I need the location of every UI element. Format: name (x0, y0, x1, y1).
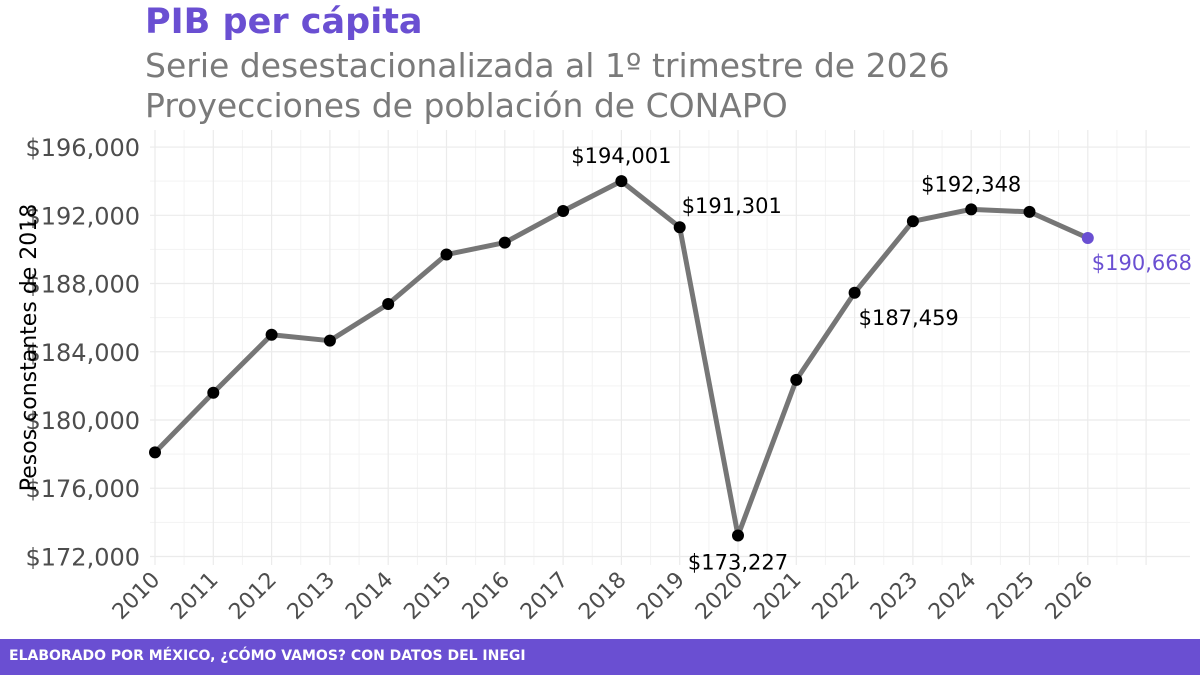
footer-bar: ELABORADO POR MÉXICO, ¿CÓMO VAMOS? CON D… (0, 639, 1200, 675)
data-point (382, 298, 395, 310)
data-point (848, 286, 861, 299)
data-point (732, 529, 744, 542)
footer-source-text: ELABORADO POR MÉXICO, ¿CÓMO VAMOS? CON D… (9, 648, 526, 664)
data-label: $192,348 (921, 172, 1021, 196)
chart-subtitle-line2: Proyecciones de población de CONAPO (145, 86, 788, 125)
y-axis-ticks: $172,000 $176,000 $180,000 $184,000 $188,000… (25, 134, 140, 571)
data-point (790, 373, 803, 386)
y-tick-label: $180,000 (25, 407, 140, 435)
x-tick-label: 2021 (749, 568, 806, 625)
data-point (207, 386, 220, 399)
data-points (149, 175, 1094, 542)
x-tick-label: 2013 (283, 568, 340, 625)
x-tick-label: 2016 (458, 568, 515, 625)
x-tick-label: 2012 (225, 568, 282, 625)
x-tick-label: 2019 (633, 568, 690, 625)
x-tick-label: 2018 (574, 568, 631, 625)
data-point (1023, 205, 1036, 218)
y-tick-label: $196,000 (25, 134, 140, 162)
x-tick-label: 2017 (516, 568, 573, 625)
x-tick-label: 2020 (691, 568, 748, 625)
data-point (440, 248, 453, 261)
y-axis-label: Pesos constantes de 2018 (17, 204, 42, 492)
grid-major (150, 130, 1190, 565)
data-label: $191,301 (682, 194, 782, 218)
data-point (323, 334, 336, 347)
data-label: $173,227 (688, 551, 788, 575)
data-point-highlight (1081, 232, 1094, 245)
data-point (265, 328, 278, 341)
x-tick-label: 2011 (166, 568, 223, 625)
x-tick-label: 2022 (808, 568, 865, 625)
y-tick-label: $172,000 (25, 543, 140, 571)
grid-minor (150, 130, 1190, 565)
x-tick-label: 2026 (1041, 568, 1098, 625)
data-label: $187,459 (859, 306, 959, 330)
x-axis-ticks: 2010 2011 2012 2013 2014 2015 2016 2017 2018 2019… (108, 568, 1098, 625)
data-label: $190,668 (1092, 251, 1192, 275)
data-point (673, 221, 686, 234)
y-tick-label: $188,000 (25, 271, 140, 299)
data-label: $194,001 (571, 144, 671, 168)
data-point (498, 236, 511, 249)
chart-title: PIB per cápita (145, 2, 423, 42)
x-tick-label: 2015 (399, 568, 456, 625)
y-tick-label: $192,000 (25, 202, 140, 230)
data-point (906, 215, 919, 228)
x-tick-label: 2025 (982, 568, 1039, 625)
data-point (965, 203, 978, 216)
data-point (557, 205, 570, 218)
data-labels: $194,001 $191,301 $173,227 $187,459 $192,348… (571, 144, 1192, 574)
y-tick-label: $184,000 (25, 339, 140, 367)
x-tick-label: 2014 (341, 568, 398, 625)
y-tick-label: $176,000 (25, 475, 140, 503)
x-tick-label: 2023 (866, 568, 923, 625)
x-tick-label: 2024 (924, 568, 981, 625)
chart-subtitle-line1: Serie desestacionalizada al 1º trimestre… (145, 46, 950, 85)
data-point (615, 175, 628, 188)
x-tick-label: 2010 (108, 568, 165, 625)
data-point (149, 446, 161, 459)
